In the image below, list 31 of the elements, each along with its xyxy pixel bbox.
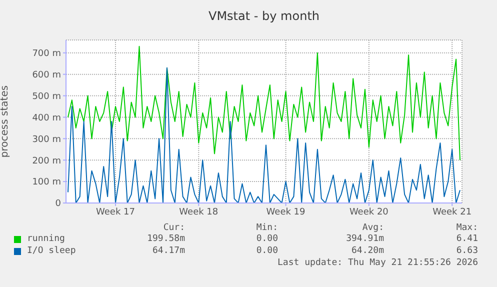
y-tick-label: 100 m bbox=[32, 178, 61, 188]
line-series bbox=[67, 46, 461, 161]
text: Cur: bbox=[163, 223, 185, 233]
text: 6.41 bbox=[456, 234, 478, 244]
y-axis-title: process states bbox=[0, 85, 11, 158]
y-tick-label: 700 m bbox=[32, 49, 61, 60]
legend-label: running bbox=[27, 234, 65, 244]
x-tick-label: Week 17 bbox=[96, 207, 135, 218]
x-tick-label: Week 21 bbox=[432, 207, 472, 218]
text: 0.00 bbox=[256, 234, 278, 244]
y-tick-label: 400 m bbox=[32, 113, 61, 124]
text: Avg: bbox=[362, 223, 384, 233]
x-tick-label: Week 20 bbox=[349, 207, 389, 218]
x-tick-label: Week 18 bbox=[179, 207, 218, 218]
y-tick-label: 600 m bbox=[32, 70, 61, 81]
chart-title: VMstat - by month bbox=[207, 9, 321, 23]
text: 0.00 bbox=[256, 246, 278, 256]
y-tick-label: 300 m bbox=[32, 134, 61, 145]
text: Min: bbox=[256, 223, 278, 233]
legend-label: I/O sleep bbox=[27, 246, 76, 256]
x-tick-label: Week 19 bbox=[266, 207, 306, 218]
y-tick-label: 0 bbox=[55, 199, 62, 210]
text: Last update: Thu May 21 21:55:26 2026 bbox=[278, 258, 478, 268]
y-tick-label: 500 m bbox=[32, 92, 61, 102]
text: 64.17m bbox=[152, 246, 185, 256]
text: 199.58m bbox=[147, 234, 185, 244]
text: 394.91m bbox=[346, 234, 384, 244]
text: 6.63 bbox=[456, 246, 478, 256]
y-tick-label: 200 m bbox=[32, 156, 61, 166]
text: 64.20m bbox=[351, 246, 384, 256]
text: Max: bbox=[456, 223, 478, 233]
